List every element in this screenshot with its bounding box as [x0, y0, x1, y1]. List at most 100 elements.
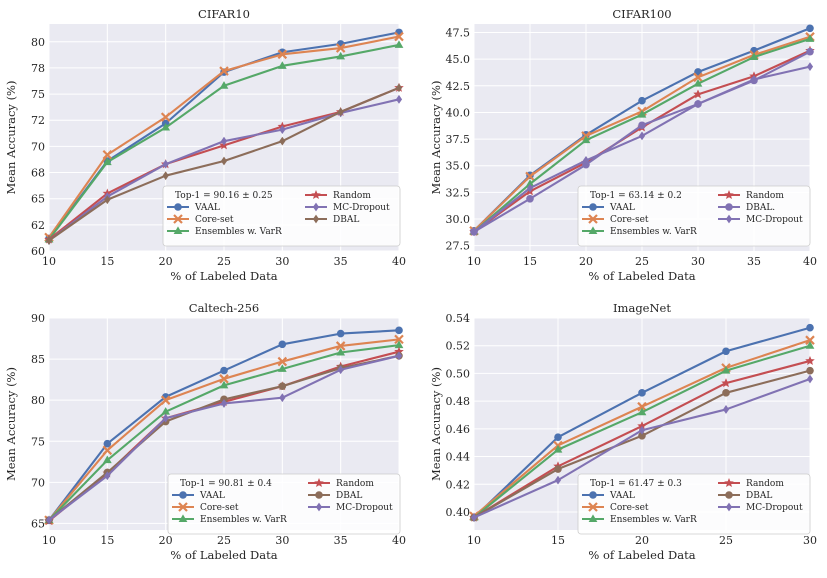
legend-entry-random: Random	[308, 478, 374, 489]
legend-entry-ensembles-w-varr: Ensembles w. VarR	[167, 226, 282, 237]
data-point	[277, 49, 288, 60]
series-mc-dropout	[470, 62, 814, 237]
x-tick-label: 30	[691, 255, 705, 268]
legend-marker	[312, 214, 320, 224]
legend-marker	[589, 203, 597, 211]
y-tick-label: 90	[31, 312, 45, 325]
legend: Top-1 = 90.81 ± 0.4 VAAL Core-set Ensembles…	[167, 473, 401, 535]
data-point	[722, 405, 730, 414]
data-point	[102, 149, 113, 160]
data-point	[277, 356, 288, 367]
legend-label: VAAL	[199, 491, 225, 501]
data-point	[637, 421, 647, 431]
y-tick-label: 0.40	[446, 506, 471, 519]
data-point	[336, 51, 346, 60]
chart-imagenet: 0.40 0.42 0.44 0.46 0.48 0.50 0.52 0.54 10 15 20 25…	[429, 301, 817, 562]
data-point	[553, 445, 563, 453]
series-core-set	[44, 31, 404, 243]
legend-marker	[724, 190, 734, 200]
data-point	[637, 109, 647, 118]
data-point	[102, 455, 112, 464]
series-vaal	[45, 326, 403, 524]
y-tick-label: 80	[31, 394, 45, 407]
y-axis-label: Mean Accuracy (%)	[429, 81, 443, 195]
series-mc-dropout	[45, 351, 403, 525]
legend-label: Core-set	[610, 503, 649, 513]
data-point	[220, 399, 228, 408]
y-tick-label: 62	[31, 219, 45, 232]
data-point	[335, 341, 346, 351]
data-point	[554, 433, 562, 441]
legend-marker	[173, 226, 183, 234]
x-tick-label: 40	[803, 255, 817, 268]
y-tick-label: 65	[31, 517, 45, 530]
data-point	[219, 66, 229, 76]
x-tick-label: 20	[579, 255, 593, 268]
x-tick-label: 20	[635, 534, 649, 547]
x-tick-label: 25	[217, 255, 231, 268]
data-point	[279, 393, 286, 403]
data-point	[638, 96, 646, 105]
data-point	[278, 382, 287, 391]
x-tick-label: 10	[42, 534, 56, 547]
legend-entry-mc-dropout: MC-Dropout	[718, 502, 803, 513]
y-tick-label: 0.52	[446, 340, 471, 353]
legend-marker	[725, 203, 733, 211]
legend: Top-1 = 90.16 ± 0.25 VAAL Core-set Ensemble…	[162, 185, 401, 247]
legend-entry-dbal: DBAL	[308, 491, 362, 501]
data-point	[394, 31, 404, 42]
y-tick-label: 85	[31, 353, 45, 366]
data-point	[394, 346, 404, 356]
data-point	[337, 107, 344, 117]
x-tick-label: 35	[747, 255, 761, 268]
data-point	[693, 89, 703, 99]
legend-box	[577, 473, 811, 535]
data-point	[470, 227, 478, 237]
x-tick-label: 10	[467, 255, 481, 268]
legend-marker	[311, 190, 321, 200]
legend-entry-dbal: DBAL	[718, 491, 772, 501]
y-tick-label: 0.42	[446, 478, 471, 491]
legend-label: Ensembles w. VarR	[610, 227, 697, 237]
y-tick-label: 60	[31, 245, 45, 258]
legend-entry-vaal: VAAL	[582, 203, 635, 213]
legend-label: Core-set	[195, 215, 234, 225]
data-point	[806, 24, 814, 33]
legend-label: VAAL	[609, 203, 635, 213]
y-tick-label: 0.46	[446, 423, 471, 436]
y-tick-label: 78	[31, 62, 45, 75]
legend-entry-core-set: Core-set	[167, 214, 234, 225]
chart-title: CIFAR100	[612, 7, 671, 21]
data-point	[693, 72, 703, 83]
legend-marker	[174, 203, 182, 211]
x-tick-label: 30	[275, 534, 289, 547]
legend-label: Ensembles w. VarR	[610, 515, 697, 525]
legend-entry-dbal: DBAL.	[718, 203, 775, 213]
data-point	[554, 465, 562, 473]
chart-title: Caltech-256	[189, 301, 259, 315]
x-tick-label: 35	[334, 255, 348, 268]
legend-marker	[315, 491, 323, 499]
chart-title: CIFAR10	[198, 7, 250, 21]
data-point	[45, 236, 53, 245]
data-point	[335, 43, 346, 53]
data-point	[220, 366, 228, 375]
legend-title: Top-1 = 61.47 ± 0.3	[590, 479, 682, 489]
x-tick-label: 40	[392, 534, 406, 547]
data-point	[394, 340, 404, 349]
data-point	[395, 94, 403, 104]
data-point	[694, 99, 702, 109]
y-tick-label: 0.54	[446, 312, 471, 325]
data-point	[219, 374, 229, 384]
series-ensembles-w-varr	[44, 340, 404, 524]
y-tick-label: 70	[31, 140, 45, 153]
legend-title: Top-1 = 90.81 ± 0.4	[180, 479, 272, 489]
data-point	[638, 389, 646, 397]
data-point	[525, 171, 535, 182]
legend-label: VAAL	[194, 203, 220, 213]
legend: Top-1 = 61.47 ± 0.3 VAAL Core-set Ensembles…	[577, 473, 811, 535]
legend-marker	[173, 214, 183, 224]
data-point	[750, 75, 758, 84]
x-tick-label: 35	[334, 534, 348, 547]
legend-label: Ensembles w. VarR	[200, 515, 287, 525]
